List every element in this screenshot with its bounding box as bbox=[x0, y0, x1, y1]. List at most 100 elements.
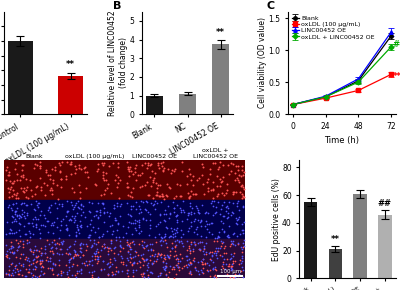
Point bbox=[138, 199, 144, 204]
Point bbox=[31, 247, 38, 252]
Point bbox=[94, 253, 100, 258]
Point bbox=[157, 251, 164, 256]
Point bbox=[36, 226, 42, 231]
Point bbox=[197, 247, 204, 251]
Point bbox=[228, 168, 234, 173]
Point bbox=[100, 232, 106, 237]
Point bbox=[71, 217, 78, 222]
Point bbox=[239, 256, 245, 261]
Point bbox=[93, 249, 99, 253]
Point bbox=[17, 222, 23, 226]
Point bbox=[104, 244, 111, 249]
Point bbox=[74, 198, 81, 203]
Point bbox=[79, 210, 86, 215]
Point bbox=[114, 164, 121, 169]
Point bbox=[124, 201, 130, 205]
Point bbox=[7, 187, 14, 192]
Point bbox=[170, 265, 177, 269]
Point bbox=[5, 264, 12, 269]
Point bbox=[28, 271, 34, 275]
Point bbox=[203, 210, 210, 215]
Point bbox=[162, 268, 168, 272]
Y-axis label: EdU positive cells (%): EdU positive cells (%) bbox=[272, 178, 281, 261]
Point bbox=[96, 210, 103, 214]
Point bbox=[219, 253, 226, 258]
Point bbox=[20, 262, 26, 267]
Point bbox=[151, 235, 158, 239]
Point bbox=[140, 270, 147, 275]
Point bbox=[212, 161, 218, 165]
Point bbox=[81, 166, 88, 171]
Point bbox=[205, 186, 211, 191]
Point bbox=[210, 195, 216, 200]
Point bbox=[142, 206, 148, 211]
Point bbox=[107, 241, 114, 246]
Point bbox=[101, 210, 108, 214]
Point bbox=[136, 220, 142, 224]
Point bbox=[10, 245, 16, 249]
Point bbox=[58, 223, 64, 228]
Point bbox=[66, 233, 73, 238]
Point bbox=[34, 258, 40, 263]
Point bbox=[160, 265, 166, 270]
Point bbox=[178, 227, 184, 232]
Point bbox=[93, 251, 100, 255]
Point bbox=[187, 200, 194, 205]
Point bbox=[86, 262, 93, 267]
Point bbox=[36, 236, 43, 240]
Point bbox=[232, 275, 238, 280]
Point bbox=[22, 231, 28, 236]
Point bbox=[22, 274, 28, 278]
Point bbox=[162, 207, 169, 212]
Point bbox=[128, 221, 134, 226]
Point bbox=[220, 200, 227, 204]
Point bbox=[14, 191, 20, 195]
Point bbox=[43, 219, 50, 223]
Point bbox=[72, 202, 79, 207]
Point bbox=[145, 275, 151, 279]
Point bbox=[53, 246, 59, 250]
Point bbox=[146, 233, 152, 238]
Point bbox=[215, 248, 222, 253]
Point bbox=[178, 239, 184, 244]
Point bbox=[127, 212, 134, 217]
Point bbox=[175, 257, 182, 261]
Point bbox=[99, 233, 106, 238]
Point bbox=[186, 226, 192, 231]
Point bbox=[161, 166, 167, 170]
Point bbox=[63, 223, 69, 227]
Point bbox=[235, 240, 242, 245]
Point bbox=[215, 200, 222, 204]
Point bbox=[11, 219, 17, 224]
Point bbox=[58, 273, 64, 277]
Point bbox=[25, 221, 32, 226]
Point bbox=[203, 226, 210, 231]
Point bbox=[130, 220, 136, 225]
Point bbox=[147, 258, 154, 262]
Point bbox=[239, 168, 245, 172]
Point bbox=[69, 186, 75, 191]
Point bbox=[83, 248, 89, 252]
Point bbox=[74, 263, 80, 268]
Point bbox=[74, 228, 81, 232]
Point bbox=[59, 252, 65, 256]
Point bbox=[141, 239, 147, 244]
Point bbox=[106, 224, 113, 229]
Point bbox=[169, 167, 175, 172]
Point bbox=[50, 250, 56, 255]
Point bbox=[77, 224, 84, 229]
Point bbox=[157, 220, 164, 225]
Point bbox=[170, 232, 176, 237]
Point bbox=[55, 272, 62, 276]
Point bbox=[150, 180, 156, 185]
Point bbox=[8, 244, 14, 249]
Point bbox=[26, 263, 32, 267]
Point bbox=[241, 186, 247, 191]
Point bbox=[125, 173, 132, 178]
Point bbox=[140, 252, 146, 256]
Point bbox=[224, 257, 230, 261]
Point bbox=[111, 206, 117, 211]
Point bbox=[228, 241, 235, 245]
Point bbox=[7, 249, 13, 254]
Point bbox=[119, 269, 126, 274]
